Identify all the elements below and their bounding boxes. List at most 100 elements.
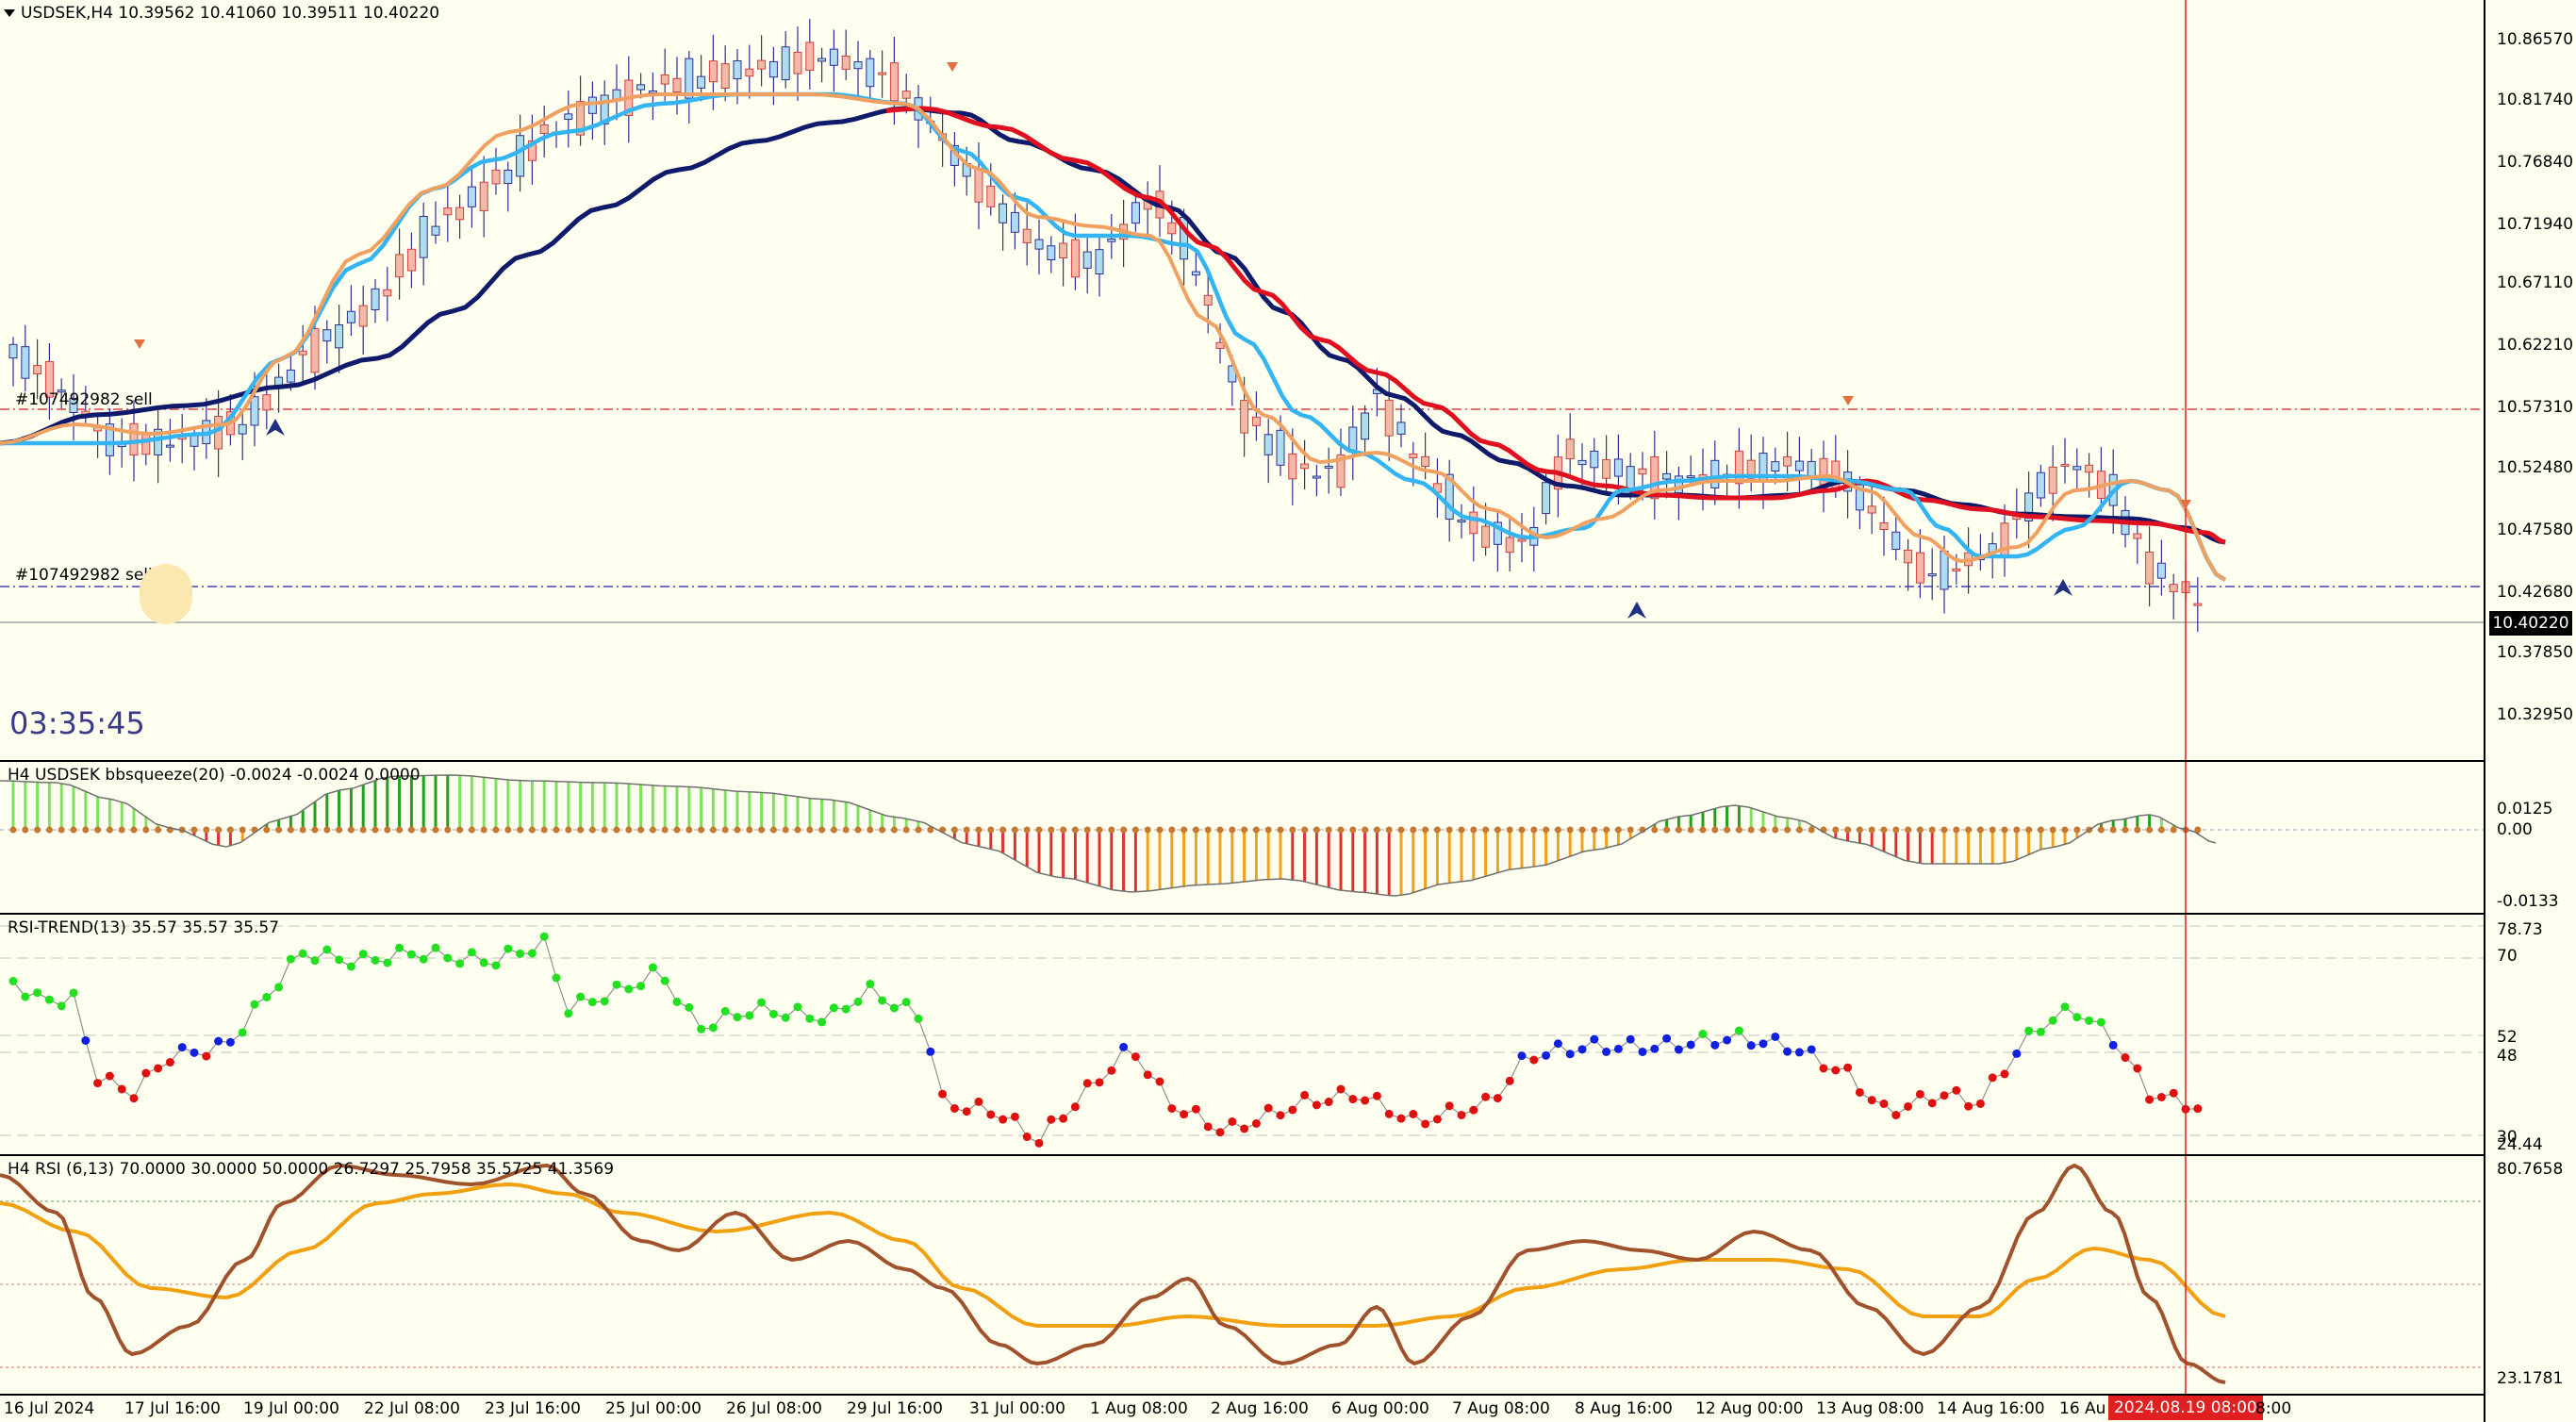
rsi-trend-dot xyxy=(1155,1077,1164,1086)
rsi-trend-dot xyxy=(322,945,332,954)
time-label: 23 Jul 16:00 xyxy=(485,1399,581,1418)
sell-arrow-icon xyxy=(1842,396,1854,405)
squeeze-dot xyxy=(2157,826,2165,834)
price-chart-svg[interactable] xyxy=(0,0,2484,760)
candle-body xyxy=(1771,461,1780,472)
squeeze-dot xyxy=(2025,826,2033,834)
candle-body xyxy=(2060,463,2070,467)
squeeze-dot xyxy=(299,826,306,834)
squeeze-dot xyxy=(601,826,608,834)
candle-body xyxy=(720,63,730,89)
squeeze-dot xyxy=(70,826,77,834)
squeeze-dot xyxy=(1591,826,1598,834)
candle-body xyxy=(44,360,54,398)
squeeze-dot xyxy=(1844,826,1852,834)
squeeze-dot xyxy=(275,826,283,834)
price-axis[interactable]: 10.86570 10.81740 10.76840 10.71940 10.6… xyxy=(2484,0,2576,1422)
rsi-tick: 80.7658 xyxy=(2497,1160,2564,1179)
rsi-trend-line xyxy=(12,934,2198,1145)
bbsqueeze-svg[interactable] xyxy=(0,762,2484,913)
candle-body xyxy=(672,77,682,93)
rsi-trend-dot xyxy=(2024,1026,2034,1035)
candle-body xyxy=(1927,573,1937,577)
time-label: 31 Jul 00:00 xyxy=(969,1399,1065,1418)
candle-body xyxy=(105,423,114,456)
rsi-trend-dot xyxy=(8,977,18,985)
rsi-trend-dot xyxy=(552,973,561,983)
time-label: 8 Aug 16:00 xyxy=(1575,1399,1673,1418)
squeeze-dot xyxy=(1120,826,1128,834)
squeeze-dot xyxy=(661,826,669,834)
price-chart-panel[interactable]: USDSEK,H4 10.39562 10.41060 10.39511 10.… xyxy=(0,0,2484,762)
candle-body xyxy=(1904,549,1913,564)
rsi-trend-panel[interactable]: RSI-TREND(13) 35.57 35.57 35.57 xyxy=(0,915,2484,1156)
order-label-upper[interactable]: #107492982 sell xyxy=(15,390,153,409)
rsi-svg[interactable] xyxy=(0,1156,2484,1394)
squeeze-dot xyxy=(1433,826,1441,834)
rsi-trend-dot xyxy=(2072,1013,2082,1022)
rsi-trend-dot xyxy=(636,982,646,991)
squeeze-dot xyxy=(1096,826,1103,834)
candle-body xyxy=(1167,222,1177,235)
candle-timer: 03:35:45 xyxy=(9,705,145,741)
candle-body xyxy=(431,225,440,236)
squeeze-dot xyxy=(239,826,246,834)
ma-fast-orange-line xyxy=(0,92,2227,582)
squeeze-dot xyxy=(456,826,464,834)
rsi-trend-dot xyxy=(310,956,320,966)
squeeze-dot xyxy=(1060,826,1067,834)
candle-body xyxy=(733,59,742,80)
price-tick: 10.42680 xyxy=(2497,583,2574,602)
rsi-trend-dot xyxy=(1263,1103,1273,1113)
squeeze-dot xyxy=(1639,826,1646,834)
order-label-lower[interactable]: #107492982 sell xyxy=(15,566,153,585)
rsi-trend-dot xyxy=(1191,1104,1200,1114)
rsi-trend-dot xyxy=(624,984,634,994)
candle-body xyxy=(1095,249,1104,275)
bbsqueeze-panel[interactable]: H4 USDSEK bbsqueeze(20) -0.0024 -0.0024 … xyxy=(0,762,2484,915)
squeeze-dot xyxy=(372,826,379,834)
squeeze-dot xyxy=(1868,826,1875,834)
squeeze-dot xyxy=(1397,826,1405,834)
candle-body xyxy=(69,397,78,413)
rsi-panel[interactable]: H4 RSI (6,13) 70.0000 30.0000 50.0000 26… xyxy=(0,1156,2484,1396)
rsi-trend-dot xyxy=(708,1023,718,1033)
candle-body xyxy=(455,207,465,221)
squeeze-dot xyxy=(588,826,596,834)
squeeze-dot xyxy=(2170,826,2177,834)
candle-body xyxy=(1336,454,1346,488)
rsi-trend-dot xyxy=(1529,1055,1539,1065)
rsi-trend-tick: 70 xyxy=(2497,947,2518,966)
squeeze-dot xyxy=(1795,826,1803,834)
price-tick: 10.71940 xyxy=(2497,215,2574,234)
collapse-icon[interactable] xyxy=(4,9,15,17)
rsi-trend-svg[interactable] xyxy=(0,915,2484,1154)
rsi-trend-dot xyxy=(262,992,272,1001)
candle-body xyxy=(467,186,476,207)
squeeze-dot xyxy=(553,826,560,834)
rsi-tick: 23.1781 xyxy=(2497,1369,2564,1388)
candle-body xyxy=(1505,537,1514,554)
candle-body xyxy=(1240,400,1249,434)
squeeze-dot xyxy=(673,826,681,834)
rsi-trend-dot xyxy=(274,983,284,992)
candle-body xyxy=(1940,550,1949,590)
sell-arrow-icon xyxy=(947,62,958,72)
candle-body xyxy=(2145,551,2155,585)
squeeze-dot xyxy=(432,826,439,834)
rsi-trend-dot xyxy=(1047,1115,1056,1124)
rsi-trend-dot xyxy=(1203,1122,1213,1132)
rsi-trend-dot xyxy=(878,996,887,1005)
candle-body xyxy=(768,60,778,78)
candle-body xyxy=(841,55,850,70)
rsi-trend-dot xyxy=(576,992,586,1001)
squeeze-dot xyxy=(407,826,415,834)
rsi-trend-dot xyxy=(805,1014,815,1023)
candle-body xyxy=(1070,239,1080,278)
squeeze-dot xyxy=(685,826,693,834)
price-tick: 10.76840 xyxy=(2497,153,2574,172)
rsi-trend-dot xyxy=(1059,1114,1068,1123)
rsi-trend-dot xyxy=(866,979,875,988)
rsi-trend-dot xyxy=(1590,1034,1599,1044)
price-tick: 10.67110 xyxy=(2497,273,2574,292)
